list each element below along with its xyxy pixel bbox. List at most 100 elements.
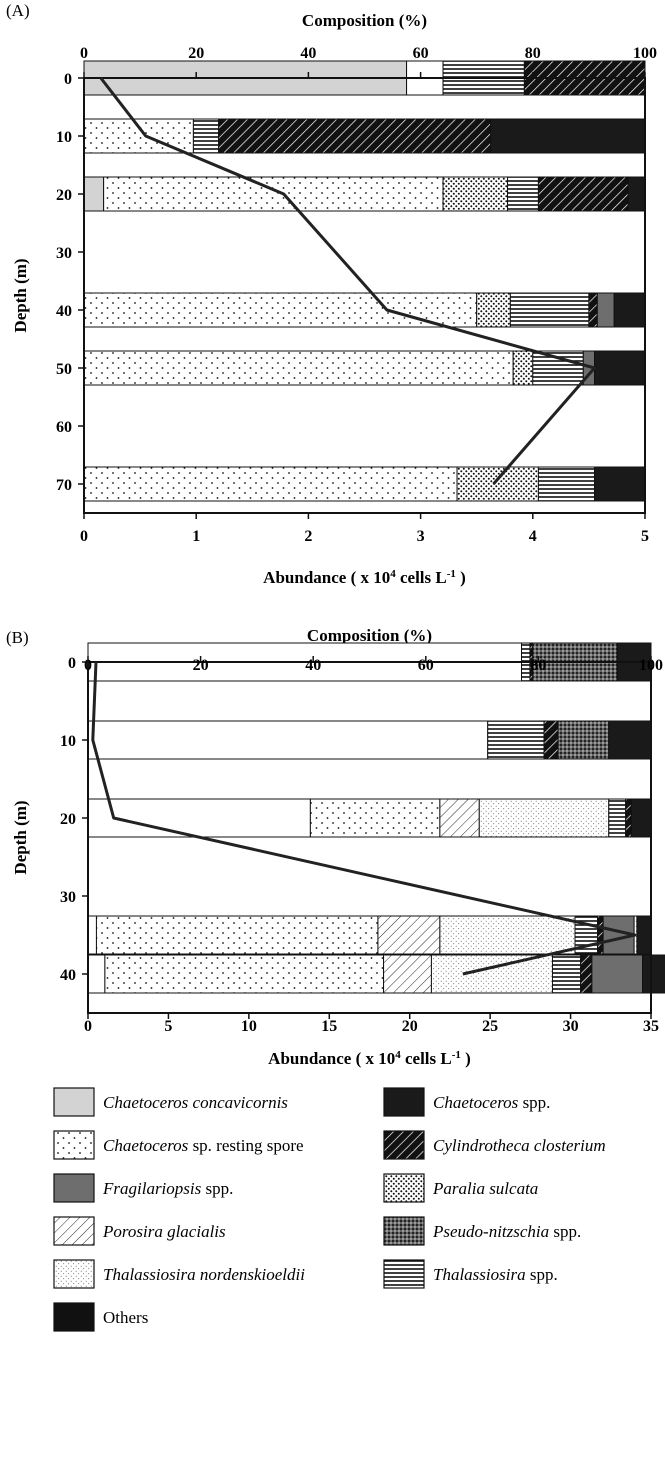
- depth-tick-label: 10: [60, 733, 76, 750]
- bar-segment-40m-unidentified: [87, 954, 106, 994]
- bar-segment-70m-paralia-sulcata: [456, 466, 539, 502]
- bar-segment-35m-cylindrotheca-closterium: [597, 915, 604, 955]
- bar-segment-40m-thalassiosira-spp: [509, 292, 590, 328]
- bar-segment-40m-chaetoceros-spp: [642, 954, 665, 994]
- composition-tick-label: 60: [413, 45, 429, 62]
- bar-segment-70m-chaetoceros-spp: [594, 466, 646, 502]
- bar-segment-20m-chaetoceros-sp-resting-spore: [103, 176, 444, 212]
- abundance-tick-label: 2: [304, 528, 312, 545]
- bar-segment-70m-chaetoceros-sp-resting-spore: [83, 466, 458, 502]
- depth-tick-label: 0: [68, 655, 76, 672]
- bar-segment-40m-fragilariopsis-spp: [591, 954, 644, 994]
- bar-segment-20m-chaetoceros-spp: [630, 798, 652, 838]
- depth-tick-label: 40: [56, 303, 72, 320]
- legend-label-cylindrotheca-closterium: Cylindrotheca closterium: [433, 1136, 606, 1155]
- bar-segment-50m-paralia-sulcata: [512, 350, 534, 386]
- bar-segment-40m-porosira-glacialis: [383, 954, 432, 994]
- legend-swatch-thalassiosira-nordenskioeldii: [53, 1259, 95, 1289]
- composition-tick-label: 20: [188, 45, 204, 62]
- bar-segment-35m-fragilariopsis-spp: [602, 915, 635, 955]
- abundance-tick-label: 5: [164, 1018, 172, 1035]
- depth-tick-label: 70: [56, 477, 72, 494]
- bar-segment-20m-paralia-sulcata: [442, 176, 509, 212]
- legend-label-thalassiosira-spp: Thalassiosira spp.: [433, 1265, 558, 1284]
- composition-tick-label: 0: [84, 657, 92, 674]
- abundance-tick-label: 3: [417, 528, 425, 545]
- bar-segment-20m-thalassiosira-nordenskioeldii: [478, 798, 610, 838]
- bar-segment-50m-chaetoceros-spp: [594, 350, 646, 386]
- bar-segment-40m-paralia-sulcata: [476, 292, 511, 328]
- legend-swatch-porosira-glacialis: [53, 1216, 95, 1246]
- bar-segment-40m-chaetoceros-sp-resting-spore: [83, 292, 478, 328]
- legend-swatch-fragilariopsis-spp: [53, 1173, 95, 1203]
- y-axis-label: Depth (m): [11, 258, 30, 332]
- bar-segment-20m-chaetoceros-spp: [627, 176, 646, 212]
- depth-tick-label: 60: [56, 419, 72, 436]
- composition-tick-label: 40: [305, 657, 321, 674]
- plot-frame: [83, 77, 646, 514]
- composition-tick-label: 60: [418, 657, 434, 674]
- bar-segment-40m-thalassiosira-spp: [551, 954, 582, 994]
- bar-segment-20m-chaetoceros-sp-resting-spore: [309, 798, 441, 838]
- abundance-tick-label: 35: [643, 1018, 659, 1035]
- bar-segment-10m-thalassiosira-spp: [192, 118, 220, 154]
- depth-tick-label: 30: [56, 245, 72, 262]
- legend-label-others: Others: [103, 1308, 148, 1327]
- depth-tick-label: 10: [56, 129, 72, 146]
- legend-swatch-thalassiosira-spp: [383, 1259, 425, 1289]
- legend-label-chaetoceros-concavicornis: Chaetoceros concavicornis: [103, 1093, 288, 1112]
- legend-swatch-chaetoceros-sp-resting-spore: [53, 1130, 95, 1160]
- depth-tick-label: 0: [64, 71, 72, 88]
- abundance-tick-label: 20: [402, 1018, 418, 1035]
- chart-title: Composition (%): [307, 626, 432, 645]
- legend-label-paralia-sulcata: Paralia sulcata: [432, 1179, 538, 1198]
- composition-tick-label: 20: [193, 657, 209, 674]
- bar-segment-35m-chaetoceros-sp-resting-spore: [95, 915, 379, 955]
- legend-label-pseudo-nitzschia-spp: Pseudo-nitzschia spp.: [432, 1222, 581, 1241]
- legend-swatch-others: [53, 1302, 95, 1332]
- bar-segment-20m-unidentified: [87, 798, 311, 838]
- composition-tick-label: 40: [300, 45, 316, 62]
- composition-tick-label: 0: [80, 45, 88, 62]
- depth-tick-label: 40: [60, 967, 76, 984]
- depth-tick-label: 20: [56, 187, 72, 204]
- legend-label-thalassiosira-nordenskioeldii: Thalassiosira nordenskioeldii: [103, 1265, 305, 1284]
- abundance-tick-label: 30: [563, 1018, 579, 1035]
- abundance-tick-label: 5: [641, 528, 649, 545]
- legend-label-fragilariopsis-spp: Fragilariopsis spp.: [102, 1179, 233, 1198]
- bar-segment-40m-thalassiosira-nordenskioeldii: [430, 954, 553, 994]
- legend-swatch-cylindrotheca-closterium: [383, 1130, 425, 1160]
- abundance-tick-label: 15: [321, 1018, 337, 1035]
- bar-segment-10m-cylindrotheca-closterium: [543, 720, 559, 760]
- bar-segment-10m-cylindrotheca-closterium: [218, 118, 492, 154]
- abundance-tick-label: 25: [482, 1018, 498, 1035]
- x-axis-label: Abundance ( x 104 cells L-1 ): [263, 568, 466, 587]
- depth-tick-label: 30: [60, 889, 76, 906]
- bar-segment-20m-cylindrotheca-closterium: [625, 798, 632, 838]
- depth-tick-label: 50: [56, 361, 72, 378]
- bar-segment-10m-unidentified: [87, 720, 489, 760]
- bar-segment-20m-cylindrotheca-closterium: [537, 176, 629, 212]
- abundance-tick-label: 1: [192, 528, 200, 545]
- x-axis-label: Abundance ( x 104 cells L-1 ): [268, 1049, 471, 1068]
- legend-swatch-paralia-sulcata: [383, 1173, 425, 1203]
- bar-segment-50m-thalassiosira-spp: [532, 350, 584, 386]
- plot-frame: [87, 661, 652, 1014]
- abundance-tick-label: 10: [241, 1018, 257, 1035]
- bar-segment-10m-pseudo-nitzschia-spp: [557, 720, 610, 760]
- bar-segment-35m-chaetoceros-spp: [636, 915, 652, 955]
- bar-segment-20m-thalassiosira-spp: [608, 798, 627, 838]
- legend-swatch-pseudo-nitzschia-spp: [383, 1216, 425, 1246]
- bar-segment-35m-thalassiosira-nordenskioeldii: [439, 915, 576, 955]
- abundance-line: [91, 661, 637, 976]
- bar-segment-10m-chaetoceros-spp: [490, 118, 646, 154]
- composition-tick-label: 80: [525, 45, 541, 62]
- bar-segment-35m-unidentified: [87, 915, 97, 955]
- composition-tick-label: 100: [639, 657, 663, 674]
- chart-title: Composition (%): [302, 11, 427, 30]
- depth-tick-label: 20: [60, 811, 76, 828]
- bar-segment-40m-chaetoceros-spp: [613, 292, 646, 328]
- abundance-tick-label: 4: [529, 528, 537, 545]
